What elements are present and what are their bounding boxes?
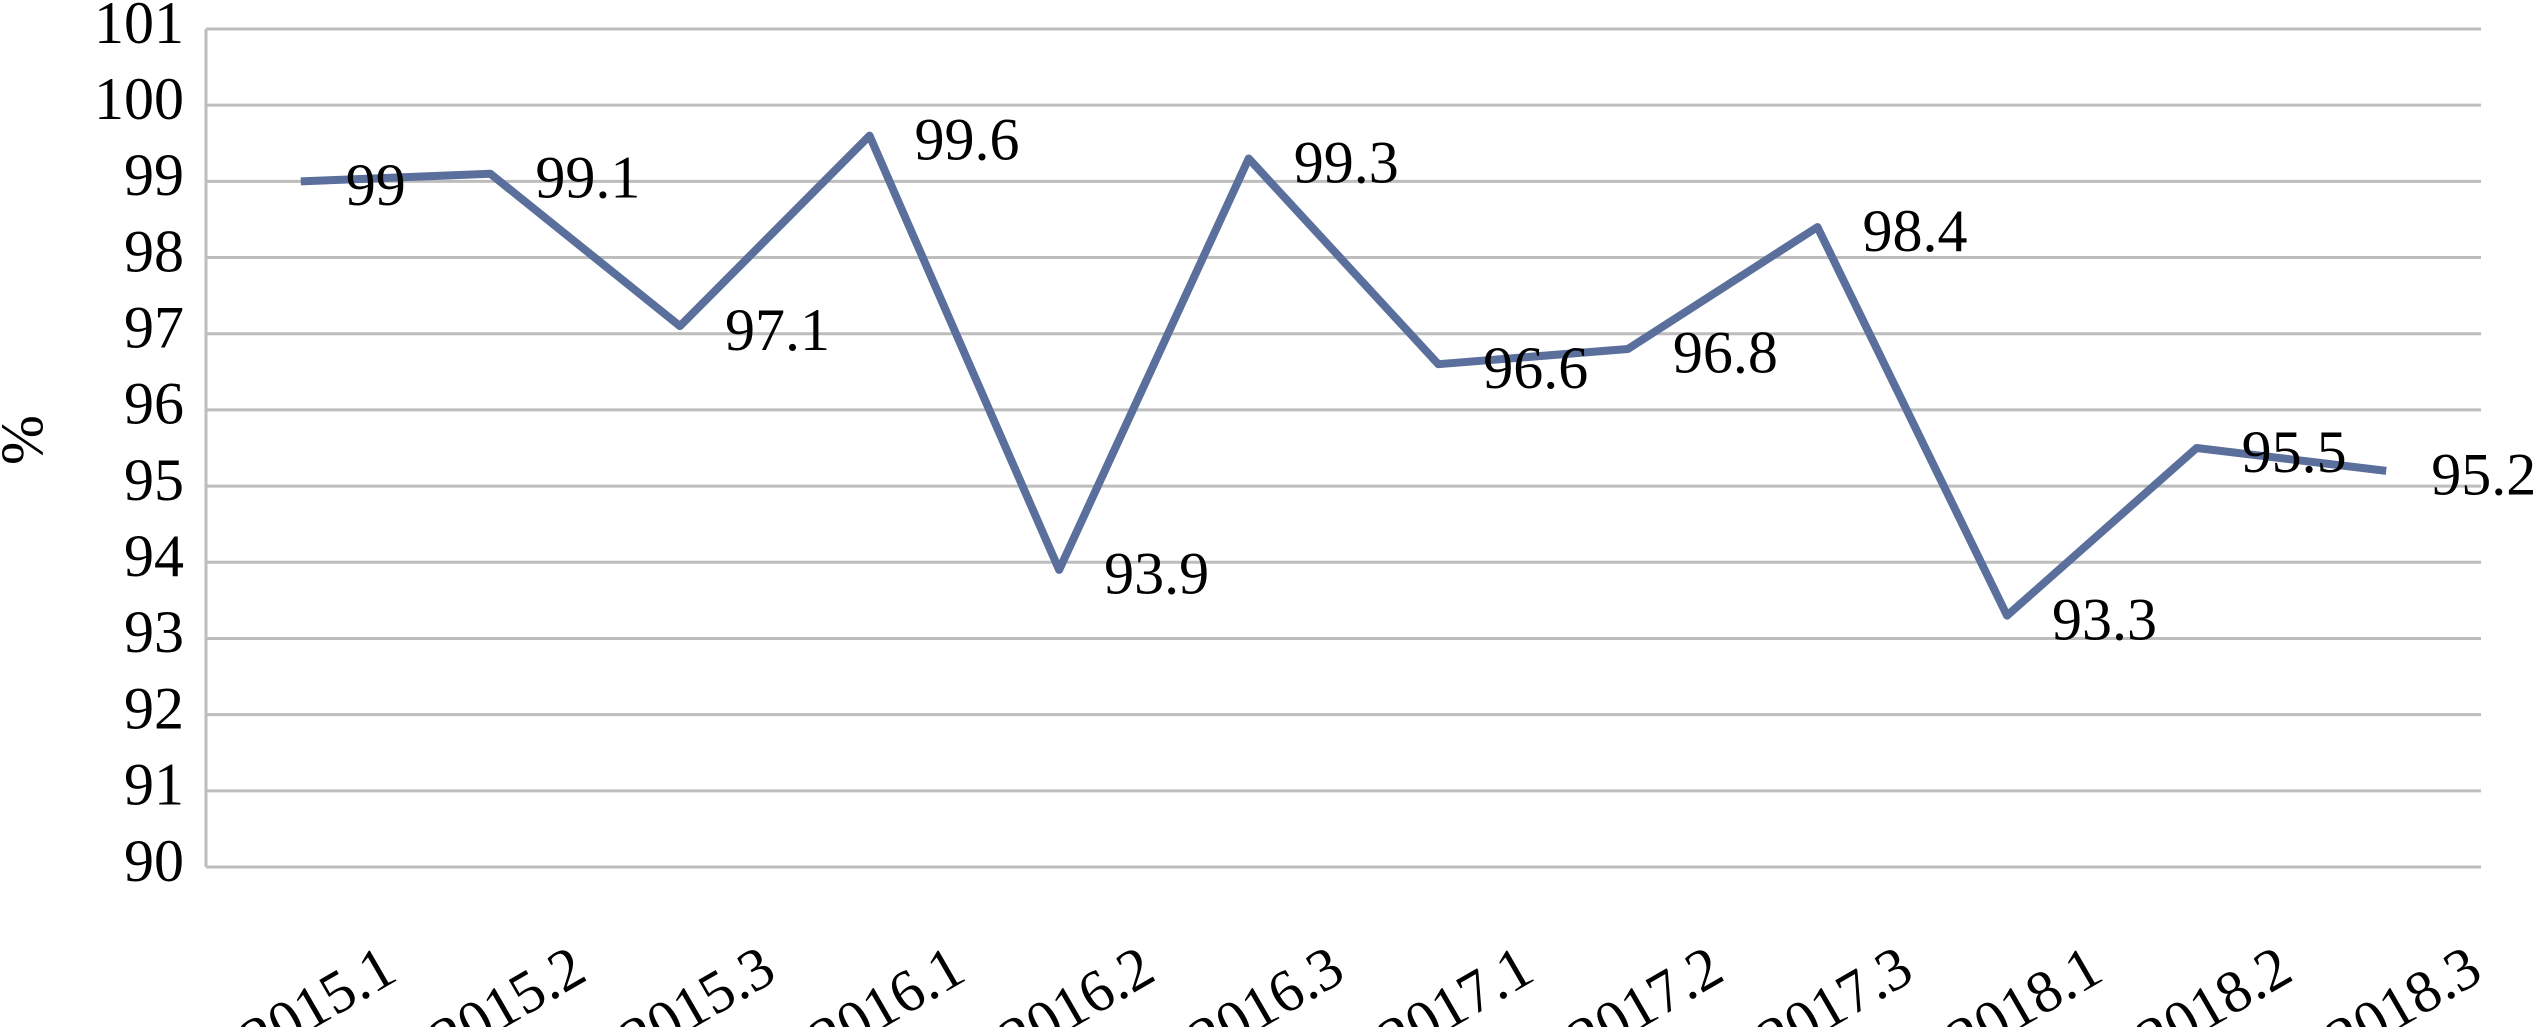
data-label: 99.3	[1294, 129, 1399, 195]
y-tick-label: 90	[124, 828, 184, 894]
data-label: 96.6	[1483, 335, 1588, 401]
y-tick-label: 99	[124, 142, 184, 208]
data-label: 95.2	[2431, 442, 2536, 508]
y-tick-label: 96	[124, 371, 184, 437]
x-tick-label: 2017.2	[1557, 933, 1733, 1027]
x-tick-label: 2018.3	[2316, 933, 2492, 1027]
y-tick-label: 98	[124, 218, 184, 284]
line	[300, 131, 2387, 620]
x-tick-label: 2017.3	[1747, 933, 1923, 1027]
data-label: 99.1	[535, 145, 640, 211]
data-label: 97.1	[725, 297, 830, 363]
x-tick-label: 2016.3	[1178, 933, 1354, 1027]
y-tick-label: 93	[124, 599, 184, 665]
data-label: 95.5	[2242, 419, 2347, 485]
y-tick-label: 101	[94, 0, 184, 56]
data-label: 98.4	[1862, 198, 1967, 264]
data-label: 96.8	[1673, 320, 1778, 386]
x-tick-label: 2018.2	[2126, 933, 2302, 1027]
data-label: 93.9	[1104, 541, 1209, 607]
y-tick-label: 94	[124, 523, 184, 589]
x-tick-label: 2015.2	[420, 933, 596, 1027]
y-tick-label: 100	[94, 66, 184, 132]
x-tick-label: 2017.1	[1368, 933, 1544, 1027]
x-tick-label: 2018.1	[1937, 933, 2113, 1027]
y-tick-label: 97	[124, 294, 184, 360]
x-tick-label: 2016.2	[989, 933, 1165, 1027]
y-axis-label: %	[0, 415, 55, 465]
y-tick-label: 91	[124, 752, 184, 818]
x-tick-label: 2015.3	[609, 933, 785, 1027]
x-tick-label: 2016.1	[799, 933, 975, 1027]
data-label: 99	[346, 152, 406, 218]
data-label: 99.6	[915, 106, 1020, 172]
x-tick-label: 2015.1	[230, 933, 406, 1027]
y-tick-label: 92	[124, 675, 184, 741]
data-label: 93.3	[2052, 586, 2157, 652]
y-tick-label: 95	[124, 447, 184, 513]
